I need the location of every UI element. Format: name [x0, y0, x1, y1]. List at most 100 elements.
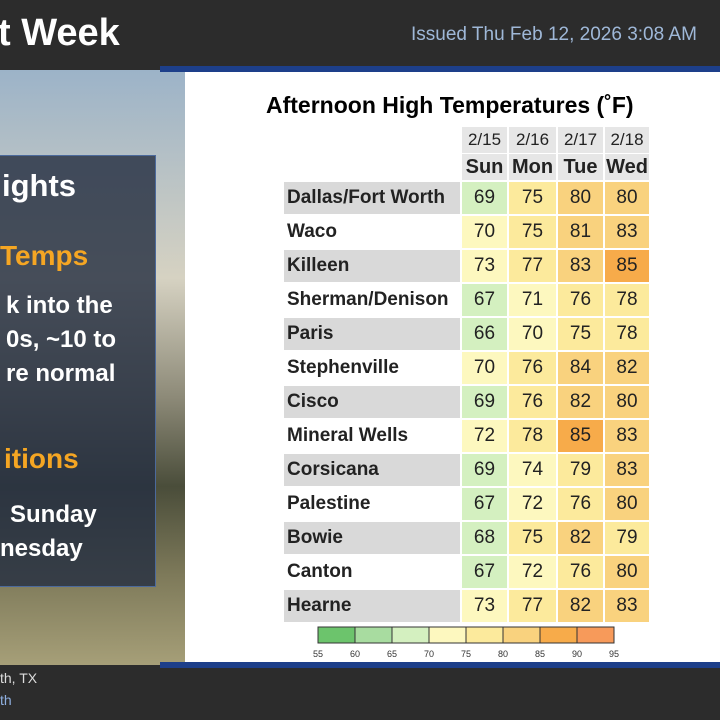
temp-cell: 67: [461, 555, 508, 589]
city: Dallas/Fort Worth: [283, 181, 461, 215]
legend-swatch: [540, 627, 577, 643]
legend-swatch: [466, 627, 503, 643]
day-header: Sun: [461, 153, 508, 181]
footer-line: th, TX: [0, 670, 38, 686]
color-legend: 55 60 65 70 75 80 85 90 95: [313, 626, 619, 659]
temp-cell: 78: [604, 317, 650, 351]
title: t Week: [0, 12, 120, 54]
date-header: 2/15: [461, 126, 508, 154]
legend-label: 60: [350, 649, 360, 659]
legend-label: 65: [387, 649, 397, 659]
legend-label: 90: [572, 649, 582, 659]
temp-cell: 82: [557, 521, 604, 555]
temp-cell: 77: [508, 249, 557, 283]
temp-cell: 68: [461, 521, 508, 555]
temp-cell: 83: [604, 215, 650, 249]
city: Canton: [283, 555, 461, 589]
temp-cell: 82: [604, 351, 650, 385]
temp-cell: 80: [604, 487, 650, 521]
temp-cell: 82: [557, 385, 604, 419]
highlights-box: [0, 155, 156, 587]
date-header: 2/17: [557, 126, 604, 154]
body-line: nesday: [0, 535, 83, 562]
temp-cell: 83: [604, 419, 650, 453]
temp-cell: 76: [557, 487, 604, 521]
city: Stephenville: [283, 351, 461, 385]
legend-label: 95: [609, 649, 619, 659]
section-title: Temps: [0, 240, 89, 271]
temp-cell: 76: [557, 555, 604, 589]
temp-cell: 69: [461, 385, 508, 419]
city: Killeen: [283, 249, 461, 283]
temp-cell: 83: [557, 249, 604, 283]
temp-cell: 83: [604, 589, 650, 623]
slide-border-bottom: [160, 662, 720, 668]
temp-cell: 72: [508, 487, 557, 521]
legend-swatch: [355, 627, 392, 643]
body-line: Sunday: [10, 501, 97, 528]
legend-swatch: [318, 627, 355, 643]
city: Palestine: [283, 487, 461, 521]
temp-cell: 78: [604, 283, 650, 317]
legend-label: 80: [498, 649, 508, 659]
temp-cell: 70: [461, 215, 508, 249]
temp-cell: 69: [461, 453, 508, 487]
day-header: Wed: [604, 153, 650, 181]
table-title: Afternoon High Temperatures (˚F): [266, 92, 634, 118]
temp-cell: 74: [508, 453, 557, 487]
city: Sherman/Denison: [283, 283, 461, 317]
temp-cell: 73: [461, 589, 508, 623]
legend-label: 75: [461, 649, 471, 659]
legend-label: 55: [313, 649, 323, 659]
city: Paris: [283, 317, 461, 351]
section-title: itions: [4, 443, 79, 474]
temp-cell: 79: [604, 521, 650, 555]
legend-swatch: [429, 627, 466, 643]
temp-cell: 75: [508, 215, 557, 249]
temp-cell: 76: [557, 283, 604, 317]
temp-cell: 66: [461, 317, 508, 351]
temp-cell: 69: [461, 181, 508, 215]
temp-cell: 81: [557, 215, 604, 249]
temp-cell: 77: [508, 589, 557, 623]
temp-cell: 80: [604, 385, 650, 419]
temp-cell: 79: [557, 453, 604, 487]
temp-cell: 80: [604, 181, 650, 215]
date-header: 2/18: [604, 126, 650, 154]
temp-cell: 83: [604, 453, 650, 487]
body-line: re normal: [6, 360, 116, 387]
temp-cell: 76: [508, 385, 557, 419]
legend-label: 70: [424, 649, 434, 659]
temp-cell: 67: [461, 487, 508, 521]
temp-cell: 70: [461, 351, 508, 385]
city: Hearne: [283, 589, 461, 623]
temp-cell: 82: [557, 589, 604, 623]
temp-cell: 84: [557, 351, 604, 385]
city: Corsicana: [283, 453, 461, 487]
temp-cell: 72: [508, 555, 557, 589]
temp-cell: 73: [461, 249, 508, 283]
day-header: Tue: [557, 153, 604, 181]
heading: ights: [2, 168, 77, 203]
temp-cell: 71: [508, 283, 557, 317]
city: Bowie: [283, 521, 461, 555]
temp-cell: 76: [508, 351, 557, 385]
body-line: k into the: [6, 292, 113, 319]
temp-cell: 80: [557, 181, 604, 215]
temp-cell: 72: [461, 419, 508, 453]
city: Waco: [283, 215, 461, 249]
temp-cell: 75: [508, 521, 557, 555]
temp-cell: 75: [508, 181, 557, 215]
footer-line: th: [0, 692, 12, 708]
body-line: 0s, ~10 to: [6, 326, 117, 353]
legend-swatch: [392, 627, 429, 643]
city: Cisco: [283, 385, 461, 419]
day-header: Mon: [508, 153, 557, 181]
temp-cell: 85: [557, 419, 604, 453]
issued: Issued Thu Feb 12, 2026 3:08 AM: [411, 24, 697, 45]
temp-cell: 85: [604, 249, 650, 283]
slide-border-top: [160, 66, 720, 72]
temp-cell: 80: [604, 555, 650, 589]
temp-cell: 70: [508, 317, 557, 351]
